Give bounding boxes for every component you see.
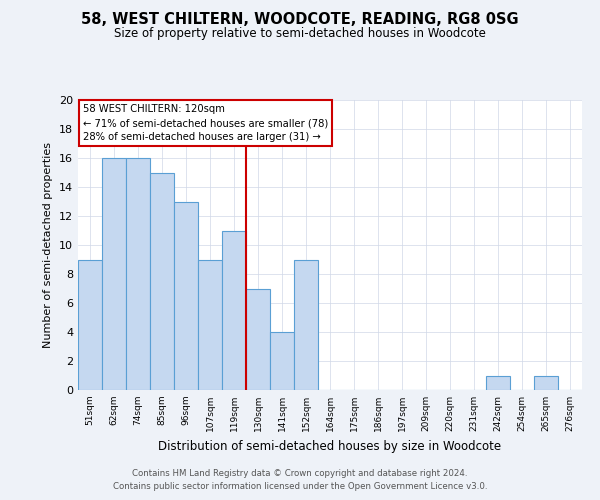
Bar bbox=[174, 202, 198, 390]
Bar bbox=[102, 158, 126, 390]
Bar bbox=[534, 376, 558, 390]
Text: Contains public sector information licensed under the Open Government Licence v3: Contains public sector information licen… bbox=[113, 482, 487, 491]
Bar bbox=[222, 230, 246, 390]
Bar bbox=[198, 260, 222, 390]
Text: 58 WEST CHILTERN: 120sqm
← 71% of semi-detached houses are smaller (78)
28% of s: 58 WEST CHILTERN: 120sqm ← 71% of semi-d… bbox=[83, 104, 328, 142]
Bar bbox=[126, 158, 150, 390]
Bar bbox=[486, 376, 510, 390]
Bar bbox=[150, 172, 174, 390]
Text: Size of property relative to semi-detached houses in Woodcote: Size of property relative to semi-detach… bbox=[114, 28, 486, 40]
Bar bbox=[294, 260, 318, 390]
Bar bbox=[246, 288, 270, 390]
Y-axis label: Number of semi-detached properties: Number of semi-detached properties bbox=[43, 142, 53, 348]
X-axis label: Distribution of semi-detached houses by size in Woodcote: Distribution of semi-detached houses by … bbox=[158, 440, 502, 452]
Bar bbox=[270, 332, 294, 390]
Text: 58, WEST CHILTERN, WOODCOTE, READING, RG8 0SG: 58, WEST CHILTERN, WOODCOTE, READING, RG… bbox=[81, 12, 519, 28]
Text: Contains HM Land Registry data © Crown copyright and database right 2024.: Contains HM Land Registry data © Crown c… bbox=[132, 468, 468, 477]
Bar bbox=[78, 260, 102, 390]
